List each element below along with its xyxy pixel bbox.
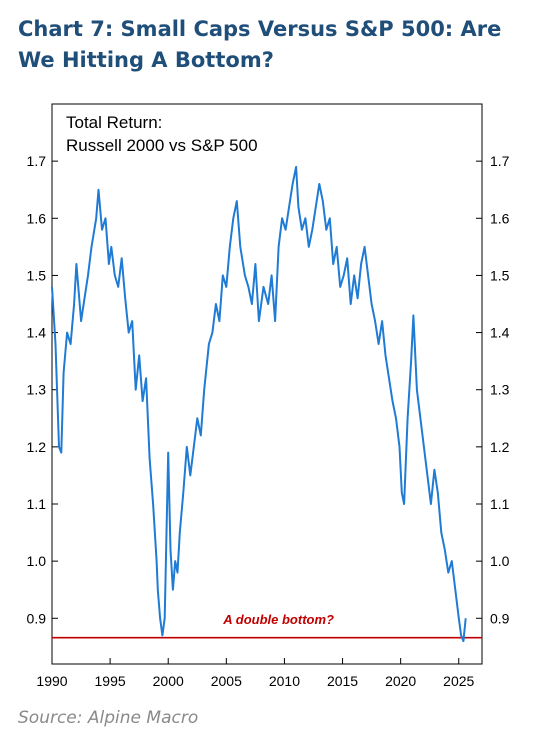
x-tick-label: 2010 [269, 673, 300, 689]
y-tick-label-right: 1.6 [490, 210, 510, 226]
plot-frame [51, 103, 483, 665]
y-tick-label-left: 1.0 [27, 553, 47, 569]
y-tick-label-right: 1.2 [490, 439, 510, 455]
y-tick-label-left: 1.7 [27, 153, 47, 169]
y-tick-label-right: 1.0 [490, 553, 510, 569]
line-chart: 0.9 1.0 1.1 1.2 1.3 1.4 1.5 1.6 1.7 0.9 1.0 1.1 1.2… [27, 103, 510, 689]
y-axis-right: 0.9 1.0 1.1 1.2 1.3 1.4 1.5 1.6 1.7 [476, 153, 510, 626]
x-tick-label: 2025 [443, 673, 474, 689]
x-tick-label: 2015 [327, 673, 358, 689]
y-tick-label-right: 1.5 [490, 267, 510, 283]
y-tick-label-right: 0.9 [490, 610, 510, 626]
y-tick-label-right: 1.4 [490, 325, 510, 341]
y-tick-label-left: 1.4 [27, 325, 47, 341]
x-axis: 1990 1995 2000 2005 2010 2015 2020 2025 [36, 658, 475, 689]
y-tick-label-right: 1.1 [490, 496, 510, 512]
page-title: Chart 7: Small Caps Versus S&P 500: Are … [18, 17, 502, 72]
russell-vs-sp500-series-line [51, 165, 467, 643]
y-axis-left: 0.9 1.0 1.1 1.2 1.3 1.4 1.5 1.6 1.7 [27, 153, 58, 626]
x-tick-label: 1995 [95, 673, 126, 689]
chart-inner-title-line-2: Russell 2000 vs S&P 500 [66, 136, 258, 155]
x-tick-label: 1990 [36, 673, 67, 689]
x-tick-label: 2020 [385, 673, 416, 689]
x-tick-label: 2005 [211, 673, 242, 689]
chart-inner-title-line-1: Total Return: [66, 113, 162, 132]
y-tick-label-left: 1.2 [27, 439, 47, 455]
y-tick-label-right: 1.7 [490, 153, 510, 169]
y-tick-label-right: 1.3 [490, 382, 510, 398]
y-tick-label-left: 1.1 [27, 496, 47, 512]
y-tick-label-left: 0.9 [27, 610, 47, 626]
y-tick-label-left: 1.5 [27, 267, 47, 283]
y-tick-label-left: 1.6 [27, 210, 47, 226]
double-bottom-annotation: A double bottom? [222, 612, 334, 627]
x-tick-label: 2000 [153, 673, 184, 689]
y-tick-label-left: 1.3 [27, 382, 47, 398]
source-note: Source: Alpine Macro [18, 708, 199, 728]
